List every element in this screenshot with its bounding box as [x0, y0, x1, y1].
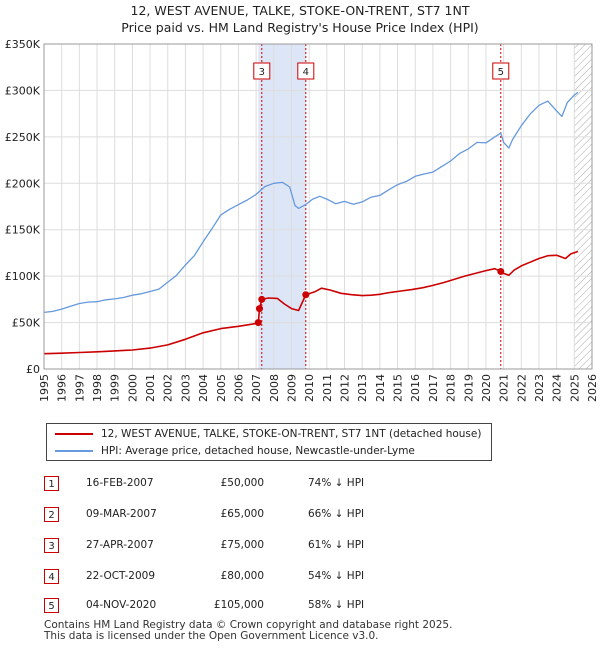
x-tick-label: 2002	[162, 374, 175, 402]
transaction-date: 04-NOV-2020	[86, 599, 157, 611]
transaction-badge: 4	[44, 569, 59, 584]
x-tick-label: 2012	[339, 374, 352, 402]
transaction-hpi-diff: 74% ↓ HPI	[308, 477, 365, 489]
x-tick-label: 2013	[356, 374, 369, 402]
y-tick-label: £350K	[5, 38, 41, 51]
x-tick-label: 2006	[232, 374, 245, 402]
price-chart: 3 4 5 £0 £50K £100K £150K £200K £250K £300K £350K…	[5, 38, 599, 402]
x-tick-label: 2021	[498, 374, 511, 402]
transaction-badge: 3	[44, 538, 59, 553]
x-tick-label: 1998	[91, 374, 104, 402]
sale-marker-label: 4	[303, 67, 309, 78]
x-tick-label: 2011	[321, 374, 334, 402]
table-row: 4 22-OCT-2009 £80,000 54% ↓ HPI	[44, 569, 404, 587]
table-row: 5 04-NOV-2020 £105,000 58% ↓ HPI	[44, 598, 404, 616]
x-tick-label: 2014	[374, 374, 387, 402]
x-tick-label: 2025	[568, 374, 581, 402]
x-tick-label: 2016	[409, 374, 422, 402]
chart-legend: 12, WEST AVENUE, TALKE, STOKE-ON-TRENT, …	[46, 423, 492, 461]
table-row: 3 27-APR-2007 £75,000 61% ↓ HPI	[44, 538, 404, 556]
x-tick-label: 2018	[445, 374, 458, 402]
x-tick-label: 2008	[268, 374, 281, 402]
x-tick-label: 1999	[109, 374, 122, 402]
x-tick-label: 1995	[38, 374, 51, 402]
forecast-hatch	[574, 44, 592, 369]
transaction-date: 22-OCT-2009	[86, 570, 155, 582]
sale-point	[258, 295, 266, 303]
x-tick-label: 1996	[56, 374, 69, 402]
sale-marker-box	[297, 62, 315, 80]
transaction-price: £105,000	[213, 599, 264, 611]
transaction-price: £80,000	[220, 570, 264, 582]
transaction-hpi-diff: 61% ↓ HPI	[308, 539, 365, 551]
legend-label-property: 12, WEST AVENUE, TALKE, STOKE-ON-TRENT, …	[101, 428, 482, 440]
transaction-price: £65,000	[220, 508, 264, 520]
transaction-hpi-diff: 66% ↓ HPI	[308, 508, 365, 520]
x-tick-label: 2007	[250, 374, 263, 402]
sale-marker-badge: 4	[297, 62, 315, 80]
x-tick-label: 2020	[480, 374, 493, 402]
plot-background	[44, 44, 592, 369]
y-tick-label: £200K	[5, 177, 41, 190]
shaded-period	[258, 44, 306, 369]
transaction-date: 09-MAR-2007	[86, 508, 157, 520]
transaction-badge: 2	[44, 507, 59, 522]
x-tick-label: 2005	[215, 374, 228, 402]
sale-marker-label: 3	[259, 67, 265, 78]
y-tick-label: £0	[26, 363, 40, 376]
x-tick-label: 2023	[533, 374, 546, 402]
transaction-date: 16-FEB-2007	[86, 477, 154, 489]
property-series-line	[43, 250, 579, 355]
y-tick-label: £150K	[5, 224, 41, 237]
x-tick-label: 2004	[197, 374, 210, 402]
y-tick-label: £250K	[5, 131, 41, 144]
y-tick-label: £300K	[5, 84, 41, 97]
transaction-badge: 5	[44, 598, 59, 613]
table-row: 2 09-MAR-2007 £65,000 66% ↓ HPI	[44, 507, 404, 525]
x-tick-label: 2022	[515, 374, 528, 402]
x-tick-label: 2003	[179, 374, 192, 402]
sale-marker-badge: 5	[492, 62, 510, 80]
x-tick-label: 2019	[462, 374, 475, 402]
x-tick-label: 2024	[551, 374, 564, 402]
x-tick-label: 2015	[392, 374, 405, 402]
x-tick-label: 2017	[427, 374, 440, 402]
sale-point	[497, 268, 505, 275]
chart-title-line2: Price paid vs. HM Land Registry's House …	[121, 20, 479, 35]
chart-title-line1: 12, WEST AVENUE, TALKE, STOKE-ON-TRENT, …	[130, 3, 470, 18]
sale-marker-box	[253, 62, 271, 80]
transaction-price: £75,000	[220, 539, 264, 551]
footer-line2: This data is licensed under the Open Gov…	[44, 630, 379, 642]
x-tick-label: 2010	[303, 374, 316, 402]
sale-point	[302, 291, 310, 299]
transaction-date: 27-APR-2007	[86, 539, 154, 551]
x-tick-label: 2009	[285, 374, 298, 402]
sale-marker-label: 5	[498, 67, 504, 78]
x-tick-label: 1997	[73, 374, 86, 402]
y-tick-label: £100K	[5, 270, 41, 283]
x-tick-label: 2026	[586, 374, 599, 402]
transaction-badge: 1	[44, 476, 59, 491]
sale-point	[254, 319, 262, 327]
sale-marker-badge: 3	[253, 62, 271, 80]
y-tick-label: £50K	[12, 317, 41, 330]
transaction-hpi-diff: 54% ↓ HPI	[308, 570, 365, 582]
x-tick-label: 2000	[126, 374, 139, 402]
legend-swatch-property	[55, 433, 93, 435]
legend-swatch-hpi	[55, 450, 93, 452]
footer-line1: Contains HM Land Registry data © Crown c…	[44, 619, 453, 631]
plot-frame	[43, 43, 593, 370]
transaction-hpi-diff: 58% ↓ HPI	[308, 599, 365, 611]
sale-marker-box	[492, 62, 510, 80]
table-row: 1 16-FEB-2007 £50,000 74% ↓ HPI	[44, 476, 404, 494]
chart-title: 12, WEST AVENUE, TALKE, STOKE-ON-TRENT, …	[0, 2, 600, 36]
transaction-price: £50,000	[220, 477, 264, 489]
sale-point	[255, 305, 263, 313]
footer-attribution: Contains HM Land Registry data © Crown c…	[44, 620, 452, 642]
x-tick-label: 2001	[144, 374, 157, 402]
legend-label-hpi: HPI: Average price, detached house, Newc…	[101, 445, 415, 457]
hpi-series-line	[43, 91, 579, 314]
